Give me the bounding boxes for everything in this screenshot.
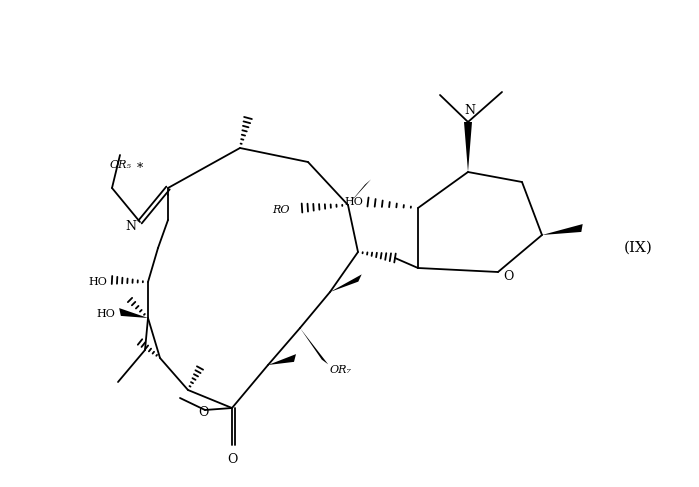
Polygon shape xyxy=(348,179,371,205)
Text: N: N xyxy=(125,220,136,232)
Polygon shape xyxy=(330,274,361,292)
Text: HO: HO xyxy=(88,277,107,287)
Text: OR₇: OR₇ xyxy=(330,365,352,375)
Polygon shape xyxy=(119,308,148,318)
Polygon shape xyxy=(464,122,472,172)
Text: N: N xyxy=(465,104,475,117)
Text: O: O xyxy=(198,407,208,419)
Polygon shape xyxy=(308,139,331,162)
Text: O: O xyxy=(226,453,237,466)
Text: RO: RO xyxy=(273,205,290,215)
Text: *: * xyxy=(137,162,143,174)
Polygon shape xyxy=(542,224,583,235)
Text: OR₅: OR₅ xyxy=(110,160,132,170)
Polygon shape xyxy=(300,328,329,364)
Text: HO: HO xyxy=(96,309,115,319)
Text: (IX): (IX) xyxy=(624,241,652,255)
Text: HO: HO xyxy=(344,197,363,207)
Text: O: O xyxy=(503,270,513,283)
Polygon shape xyxy=(268,354,296,365)
